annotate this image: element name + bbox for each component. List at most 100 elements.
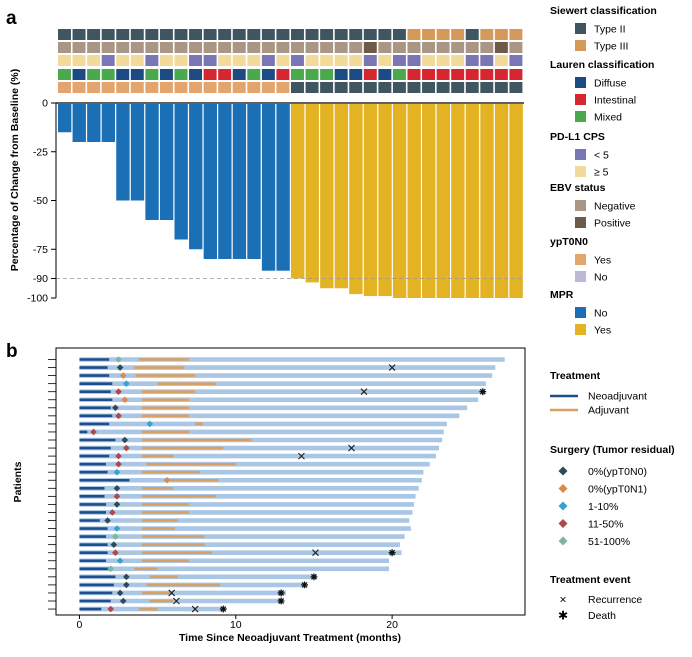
track-cell-ebv (276, 42, 290, 53)
track-cell-cps (349, 55, 363, 66)
track-cell-ypt0n0_bottom (451, 82, 465, 93)
track-cell-lauren (407, 69, 421, 80)
track-cell-siewert (509, 29, 523, 40)
death-marker (219, 605, 227, 613)
track-cell-ypt0n0_bottom (159, 82, 173, 93)
track-cell-ebv (232, 42, 246, 53)
track-cell-lauren (422, 69, 436, 80)
track-cell-cps (436, 55, 450, 66)
legend-diamond-surgery (558, 501, 568, 511)
track-cell-siewert (465, 29, 479, 40)
track-cell-ebv (116, 42, 130, 53)
waterfall-bar (334, 104, 349, 289)
waterfall-bars (58, 104, 523, 298)
waterfall-bar (218, 104, 232, 259)
surgery-marker (115, 388, 122, 395)
surgery-marker (123, 573, 130, 581)
surgery-marker (116, 589, 124, 597)
track-cell-ypt0n0_bottom (247, 82, 261, 93)
track-cell-lauren (203, 69, 217, 80)
legend-swatch-mpr (575, 324, 586, 335)
track-cell-cps (261, 55, 275, 66)
waterfall-bar (174, 104, 188, 240)
track-cell-siewert (392, 29, 406, 40)
track-cell-ebv (130, 42, 144, 53)
track-cell-lauren (218, 69, 232, 80)
surgery-marker (113, 485, 121, 492)
track-cell-cps (174, 55, 188, 66)
legend-label-surgery: 0%(ypT0N1) (588, 483, 647, 495)
waterfall-bar (145, 104, 159, 220)
track-cell-lauren (465, 69, 479, 80)
track-cell-cps (189, 55, 203, 66)
surgery-marker (113, 501, 121, 508)
track-cell-ebv (436, 42, 450, 53)
track-cell-lauren (101, 69, 115, 80)
track-cell-ypt0n0_bottom (334, 82, 348, 93)
patient-lanes (48, 356, 505, 613)
track-cell-cps (334, 55, 348, 66)
track-cell-ebv (378, 42, 392, 53)
track-cell-ypt0n0_bottom (407, 82, 421, 93)
track-cell-lauren (334, 69, 348, 80)
track-cell-lauren (451, 69, 465, 80)
surgery-marker (108, 509, 116, 516)
waterfall-chart: 0 -25 -50 -75 -90 -100 Percentage of Change f… (9, 29, 524, 305)
surgery-marker (113, 493, 121, 500)
y-tick-label: -90 (33, 273, 48, 285)
track-cell-ypt0n0_bottom (101, 82, 115, 93)
surgery-marker (115, 412, 122, 420)
track-cell-ebv (305, 42, 319, 53)
track-cell-siewert (291, 29, 304, 40)
track-cell-cps (247, 55, 261, 66)
track-cell-ebv (218, 42, 232, 53)
track-cell-lauren (58, 69, 71, 80)
track-cell-ypt0n0_bottom (276, 82, 290, 93)
track-cell-cps (305, 55, 319, 66)
track-cell-lauren (247, 69, 261, 80)
track-cell-lauren (189, 69, 203, 80)
waterfall-bar (305, 104, 319, 283)
track-cell-ebv (72, 42, 86, 53)
track-cell-siewert (436, 29, 450, 40)
waterfall-bar (363, 104, 378, 297)
track-cell-siewert (145, 29, 159, 40)
recurrence-marker (312, 549, 319, 557)
waterfall-bar (509, 104, 523, 298)
track-cell-siewert (72, 29, 86, 40)
track-cell-ypt0n0_bottom (87, 82, 101, 93)
track-cell-lauren (159, 69, 173, 80)
track-cell-ypt0n0_bottom (232, 82, 246, 93)
track-cell-siewert (407, 29, 421, 40)
surgery-marker (119, 372, 127, 379)
waterfall-bar (203, 104, 217, 259)
surgery-marker (119, 597, 127, 605)
track-cell-lauren (276, 69, 290, 80)
waterfall-bar (130, 104, 145, 201)
x-tick-label: 10 (230, 619, 242, 631)
track-cell-ypt0n0_bottom (480, 82, 494, 93)
annotation-tracks (58, 29, 523, 93)
surgery-marker (123, 581, 130, 589)
legend-title-mpr: MPR (550, 289, 574, 301)
y-tick-label: -50 (33, 195, 48, 207)
track-cell-ypt0n0_bottom (291, 82, 304, 93)
surgery-marker (115, 460, 122, 468)
legend-swatch-siewert (575, 23, 586, 34)
track-cell-cps (465, 55, 479, 66)
track-cell-siewert (58, 29, 71, 40)
waterfall-bar (436, 104, 450, 298)
track-cell-ypt0n0_bottom (378, 82, 392, 93)
track-cell-ypt0n0_bottom (494, 82, 508, 93)
waterfall-bar (494, 104, 509, 298)
y-tick-label: -75 (33, 244, 48, 256)
surgery-marker (115, 452, 122, 460)
track-cell-siewert (305, 29, 319, 40)
waterfall-bar (247, 104, 261, 259)
track-cell-siewert (247, 29, 261, 40)
surgery-marker (121, 436, 129, 444)
recurrence-marker (348, 444, 355, 452)
surgery-marker (116, 557, 124, 565)
track-cell-ebv (392, 42, 406, 53)
